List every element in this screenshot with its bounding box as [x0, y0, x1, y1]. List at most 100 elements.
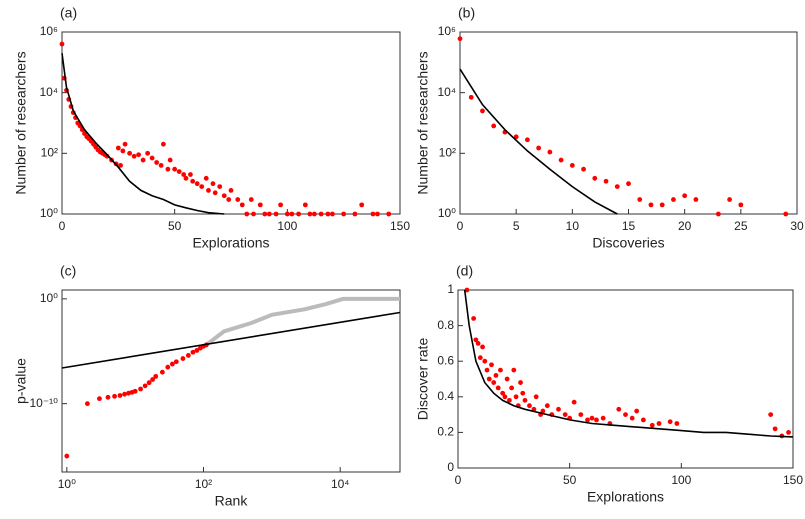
data-point [228, 187, 234, 193]
data-point [786, 430, 791, 435]
data-point [165, 166, 171, 172]
data-point [217, 184, 223, 190]
data-point [64, 453, 70, 459]
x-tick-label: 15 [622, 219, 636, 233]
x-tick-label: 20 [678, 219, 692, 233]
y-tick-label: 0.4 [437, 389, 454, 403]
data-point [464, 287, 470, 293]
data-point [257, 202, 263, 208]
data-point [578, 412, 584, 417]
data-point [59, 41, 65, 47]
data-point [493, 373, 499, 378]
data-point [640, 417, 646, 423]
data-point [118, 163, 123, 168]
data-point [199, 184, 205, 190]
data-point [262, 211, 268, 217]
data-point [273, 211, 279, 217]
data-point [115, 145, 121, 151]
data-point [149, 155, 155, 161]
y-axis-label: Number of researchers [415, 51, 431, 194]
data-point [783, 211, 789, 217]
y-tick-label: 10⁻¹⁰ [30, 396, 59, 410]
y-tick-label: 10² [439, 146, 456, 160]
fit-line [61, 311, 401, 369]
data-point [637, 197, 643, 202]
data-point [370, 211, 376, 217]
x-axis-label: Rank [215, 493, 249, 509]
data-point [122, 391, 127, 397]
y-tick-label: 1 [447, 282, 454, 296]
data-point [623, 412, 628, 417]
data-point [84, 401, 90, 407]
plot-frame [459, 31, 798, 215]
data-point [352, 211, 358, 217]
data-point [522, 397, 528, 403]
data-point [112, 393, 117, 399]
data-point [176, 169, 182, 174]
data-point [772, 426, 778, 432]
data-point [210, 181, 216, 187]
data-point [634, 408, 640, 414]
y-tick-label: 10⁶ [40, 24, 58, 38]
y-tick-label: 10⁰ [40, 291, 58, 305]
y-axis-label: Number of researchers [13, 51, 29, 194]
data-point [122, 141, 128, 147]
data-point [251, 211, 256, 217]
y-tick-label: 0.6 [437, 353, 454, 367]
data-point [498, 367, 503, 373]
data-point [562, 412, 568, 417]
data-point [558, 157, 564, 163]
data-point [648, 202, 654, 208]
data-point [540, 408, 546, 414]
y-tick-label: 10⁴ [39, 85, 58, 99]
data-point [244, 211, 250, 217]
data-point [536, 145, 542, 151]
data-point [471, 316, 477, 321]
data-point [649, 422, 655, 428]
data-point [594, 417, 599, 423]
data-point [556, 406, 561, 412]
data-point [480, 344, 485, 350]
data-point [212, 190, 218, 196]
data-point [569, 163, 575, 168]
data-point [120, 148, 126, 154]
panel-label: (c) [60, 263, 76, 279]
x-tick-label: 50 [168, 219, 182, 233]
data-point [318, 211, 324, 217]
data-point [145, 150, 151, 156]
data-point [296, 211, 301, 217]
data-point [235, 197, 241, 202]
y-tick-label: 10⁰ [40, 206, 58, 220]
data-point [603, 178, 609, 184]
data-point [504, 376, 510, 382]
panel-label: (b) [458, 5, 475, 21]
data-point [173, 359, 179, 365]
data-point [169, 361, 175, 367]
data-point [489, 362, 494, 368]
data-point [307, 211, 313, 217]
data-point [482, 358, 488, 364]
x-tick-label: 150 [390, 219, 410, 233]
data-point [161, 141, 166, 147]
data-point [473, 337, 479, 343]
y-tick-label: 10⁰ [438, 206, 456, 220]
data-point [150, 377, 156, 382]
data-point [341, 211, 347, 217]
x-tick-label: 100 [277, 219, 297, 233]
data-point [509, 385, 514, 391]
data-point [289, 211, 295, 217]
data-point [284, 211, 290, 217]
data-point [547, 149, 553, 155]
data-point [502, 394, 508, 400]
data-point [140, 157, 146, 163]
y-tick-label: 0.2 [437, 425, 454, 439]
data-point [768, 412, 774, 417]
x-tick-label: 25 [734, 219, 748, 233]
data-point [527, 403, 532, 409]
data-point [311, 211, 317, 217]
data-point [571, 399, 577, 405]
data-point [715, 211, 721, 217]
data-point [484, 367, 490, 373]
data-point [659, 202, 665, 208]
